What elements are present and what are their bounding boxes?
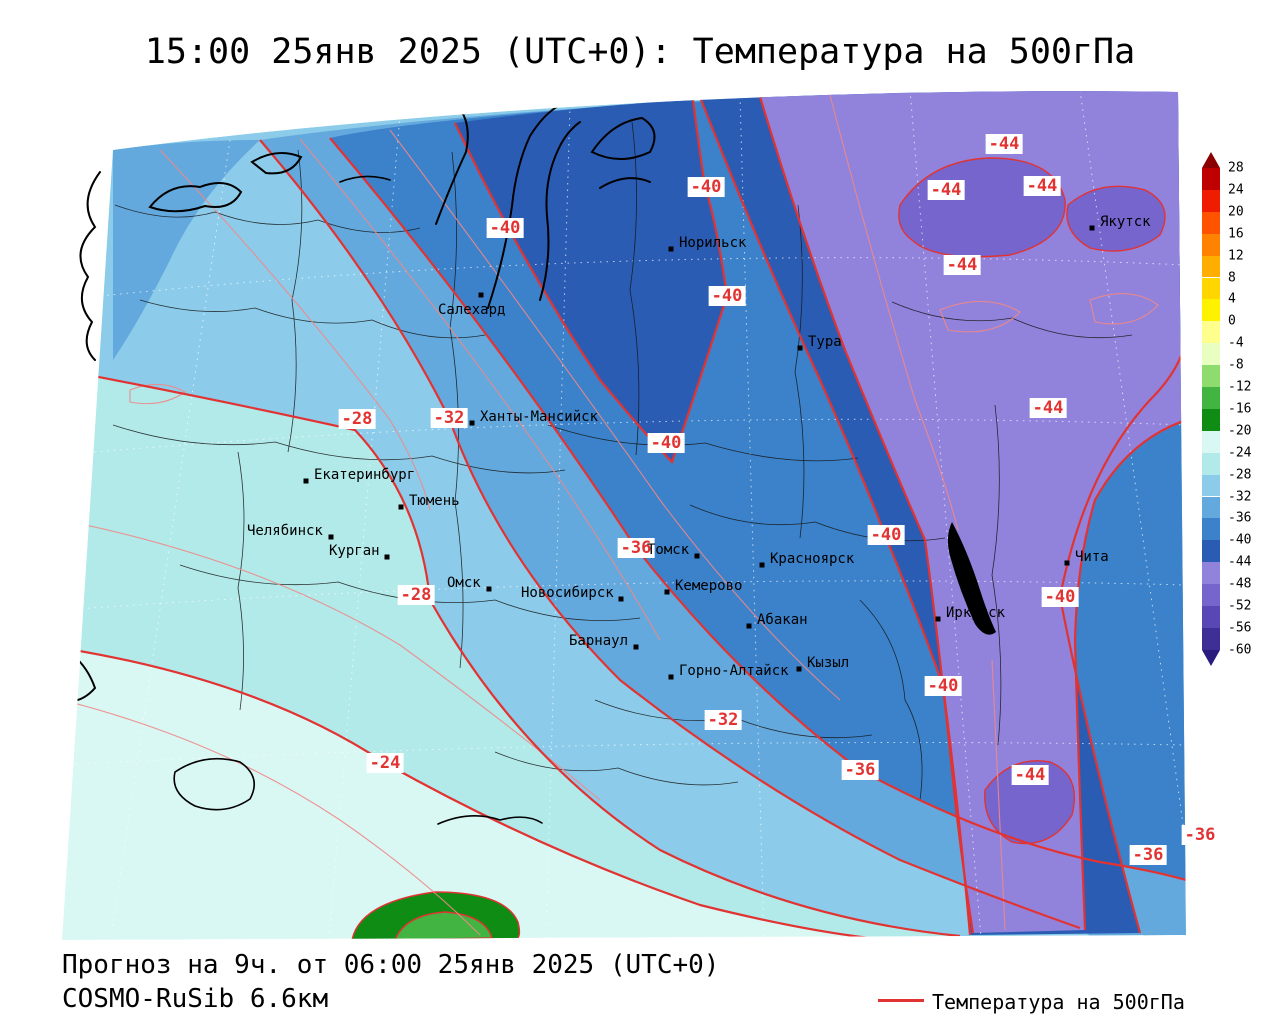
graticule xyxy=(62,91,1186,939)
temperature-bands xyxy=(62,91,1186,941)
colorbar-cell xyxy=(1202,255,1220,278)
colorbar-value: -52 xyxy=(1228,598,1252,614)
isotherm--28 xyxy=(62,368,961,938)
colorbar-cell xyxy=(1202,584,1220,606)
isotherm--36 xyxy=(329,137,1186,882)
colorbar-cell xyxy=(1202,189,1220,212)
colorbar-value: -48 xyxy=(1228,576,1252,592)
colorbar-cell xyxy=(1202,233,1220,256)
colorbar-bottom-triangle xyxy=(1202,649,1220,666)
colorbar-value: -12 xyxy=(1228,379,1252,395)
colorbar-cell xyxy=(1202,387,1220,409)
temperature-colorbar: 28 24 20 16 12 8 4 0 -4 -8 -12 -16 -20 -24 -28 -32 -36 -4… xyxy=(1202,152,1280,692)
region-borders xyxy=(112,121,1133,801)
colorbar-value: 0 xyxy=(1228,313,1236,329)
colorbar-cell xyxy=(1202,211,1220,234)
colorbar-cell xyxy=(1202,168,1220,190)
colorbar-cell xyxy=(1202,299,1220,322)
colorbar-value: -24 xyxy=(1228,445,1252,461)
coastline-outside-domain xyxy=(79,171,101,361)
colorbar-top-triangle xyxy=(1202,152,1220,168)
isotherm-minor-contours xyxy=(62,94,1159,936)
isotherm--40-east2 xyxy=(1058,339,1186,934)
colorbar-value: -4 xyxy=(1228,335,1244,351)
legend-label: Температура на 500гПа xyxy=(932,990,1185,1014)
colorbar-value: 4 xyxy=(1228,291,1236,307)
colorbar-value: 20 xyxy=(1228,204,1244,220)
map-title: 15:00 25янв 2025 (UTC+0): Температура на… xyxy=(144,32,1136,72)
colorbar-value: -28 xyxy=(1228,467,1252,483)
colorbar-cell xyxy=(1202,627,1220,650)
colorbar-cell xyxy=(1202,277,1220,300)
colorbar-value: 28 xyxy=(1228,160,1244,176)
legend-line-sample xyxy=(878,999,924,1002)
colorbar-value: -60 xyxy=(1228,642,1252,658)
colorbar-value: -16 xyxy=(1228,401,1252,417)
band-tongue-m44-m40 xyxy=(455,100,727,462)
colorbar-value: 16 xyxy=(1228,226,1244,242)
model-info-line: COSMO-RuSib 6.6км xyxy=(62,984,329,1014)
colorbar-value: 24 xyxy=(1228,182,1244,198)
isotherm-major-contours xyxy=(62,91,1186,940)
isotherm--32 xyxy=(259,139,1081,930)
forecast-info-line: Прогноз на 9ч. от 06:00 25янв 2025 (UTC+… xyxy=(62,950,720,980)
colorbar-value: -56 xyxy=(1228,620,1252,636)
colorbar-cell xyxy=(1202,540,1220,563)
colorbar-value: -40 xyxy=(1228,532,1252,548)
cold-patch xyxy=(984,760,1076,845)
colorbar-value: -44 xyxy=(1228,554,1252,570)
colorbar-cell xyxy=(1202,408,1220,431)
colorbar-cell xyxy=(1202,321,1220,344)
colorbar-value: -32 xyxy=(1228,489,1252,504)
isotherm--44 xyxy=(756,91,975,934)
colorbar-cell xyxy=(1202,430,1220,453)
band-nw-corner xyxy=(113,140,260,360)
colorbar-cell xyxy=(1202,343,1220,366)
colorbar-cell xyxy=(1202,562,1220,585)
colorbar-cell xyxy=(1202,606,1220,628)
colorbar-value: -8 xyxy=(1228,357,1244,373)
colorbar-cell xyxy=(1202,518,1220,541)
colorbar-value: 12 xyxy=(1228,248,1244,264)
cold-patch xyxy=(1066,185,1166,252)
band-m48-m44 xyxy=(758,91,1186,933)
colorbar-value: -36 xyxy=(1228,510,1252,526)
colorbar-cell xyxy=(1202,496,1220,519)
lake-baikal xyxy=(947,522,996,635)
colorbar-value: 8 xyxy=(1228,270,1236,285)
colorbar-cell xyxy=(1202,452,1220,475)
isotherm--24 xyxy=(62,646,871,940)
colorbar-value: -20 xyxy=(1228,423,1252,439)
warm-patch-green-core xyxy=(393,911,493,941)
colorbar-cell xyxy=(1202,365,1220,387)
colorbar-cell xyxy=(1202,474,1220,497)
